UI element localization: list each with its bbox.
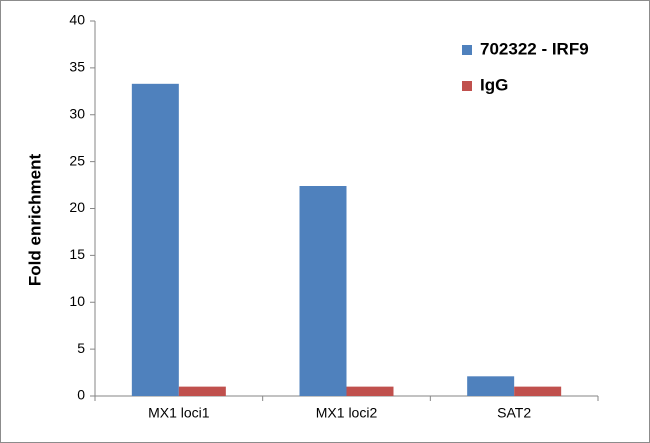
- y-tick-label: 15: [69, 246, 85, 262]
- bar: [178, 386, 226, 396]
- y-tick-label: 35: [69, 59, 85, 75]
- y-tick-label: 0: [77, 387, 85, 403]
- bar: [514, 386, 562, 396]
- y-tick-label: 5: [77, 340, 85, 356]
- x-tick-label: MX1 loci2: [316, 405, 378, 421]
- legend-label: IgG: [480, 75, 508, 94]
- legend-swatch: [462, 45, 472, 55]
- x-tick-label: SAT2: [497, 405, 531, 421]
- y-tick-label: 40: [69, 12, 85, 28]
- y-tick-label: 25: [69, 152, 85, 168]
- y-axis-label: Fold enrichment: [25, 154, 44, 287]
- bar: [299, 186, 347, 396]
- y-tick-label: 20: [69, 199, 85, 215]
- bar: [467, 376, 515, 396]
- y-tick-label: 30: [69, 105, 85, 121]
- legend-swatch: [462, 81, 472, 91]
- x-tick-label: MX1 loci1: [148, 405, 210, 421]
- bar: [346, 386, 394, 396]
- y-tick-label: 10: [69, 293, 85, 309]
- bar: [131, 83, 179, 396]
- legend-label: 702322 - IRF9: [480, 39, 589, 58]
